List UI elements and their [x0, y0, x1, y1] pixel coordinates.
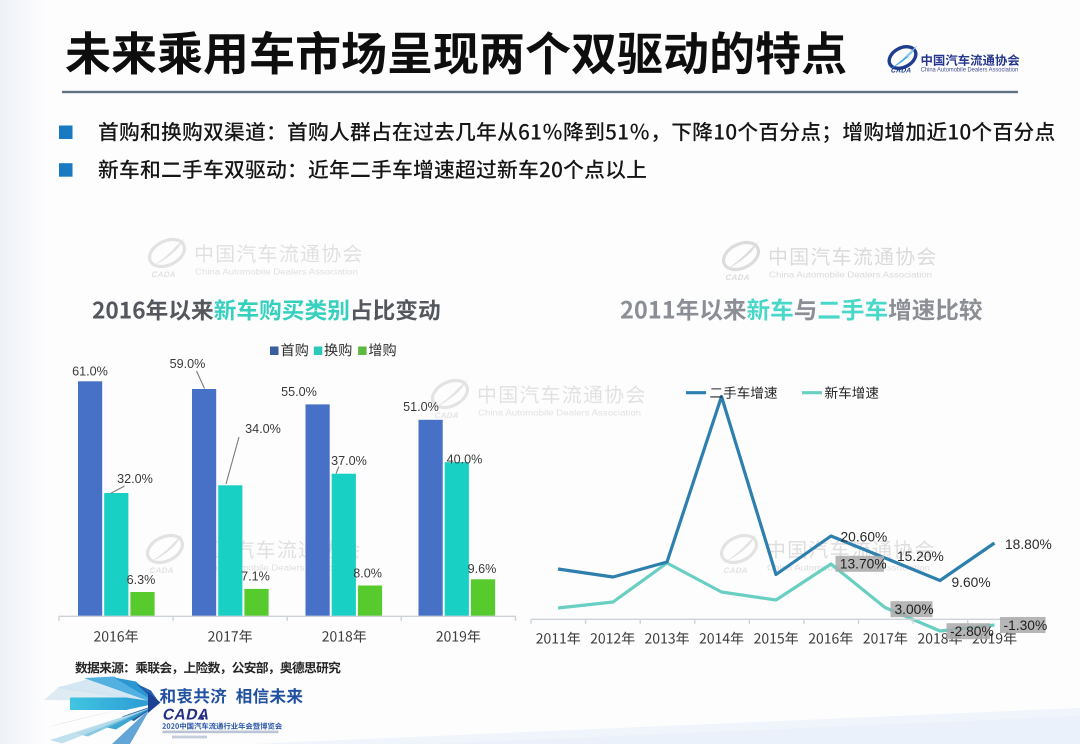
- svg-text:China Automobile Dealers Assoc: China Automobile Dealers Association: [195, 267, 358, 277]
- svg-text:40.0%: 40.0%: [447, 453, 483, 467]
- svg-text:32.0%: 32.0%: [117, 472, 153, 486]
- svg-text:37.0%: 37.0%: [331, 454, 367, 468]
- svg-text:CADA: CADA: [725, 273, 751, 282]
- svg-text:China Automobile Dealers Assoc: China Automobile Dealers Association: [769, 270, 932, 280]
- svg-text:20.60%: 20.60%: [841, 529, 888, 544]
- svg-text:China Automobile Dealers Assoc: China Automobile Dealers Association: [193, 563, 356, 573]
- svg-text:CADA: CADA: [723, 566, 749, 575]
- svg-text:CADA: CADA: [151, 270, 177, 279]
- svg-text:China Automobile Dealers Assoc: China Automobile Dealers Association: [921, 67, 1019, 74]
- svg-text:-2.80%: -2.80%: [950, 624, 994, 639]
- svg-text:9.6%: 9.6%: [468, 562, 497, 576]
- svg-text:7.1%: 7.1%: [241, 569, 270, 583]
- svg-text:13.70%: 13.70%: [840, 556, 887, 571]
- svg-text:CADA: CADA: [434, 411, 460, 420]
- svg-text:CADA: CADA: [149, 566, 175, 575]
- svg-text:51.0%: 51.0%: [403, 400, 439, 414]
- svg-text:3.00%: 3.00%: [895, 602, 934, 617]
- svg-text:9.60%: 9.60%: [952, 575, 991, 590]
- svg-text:59.0%: 59.0%: [170, 357, 206, 371]
- svg-text:-1.30%: -1.30%: [1004, 618, 1048, 633]
- svg-text:34.0%: 34.0%: [245, 422, 281, 436]
- svg-text:China Automobile Dealers Assoc: China Automobile Dealers Association: [478, 408, 641, 418]
- svg-text:18.80%: 18.80%: [1005, 537, 1052, 552]
- svg-text:CADA: CADA: [890, 68, 912, 75]
- svg-text:6.3%: 6.3%: [127, 573, 156, 587]
- svg-text:15.20%: 15.20%: [897, 549, 944, 564]
- svg-text:8.0%: 8.0%: [353, 567, 382, 581]
- svg-text:61.0%: 61.0%: [72, 365, 108, 379]
- svg-text:55.0%: 55.0%: [281, 385, 317, 399]
- svg-text:CADA: CADA: [161, 707, 211, 724]
